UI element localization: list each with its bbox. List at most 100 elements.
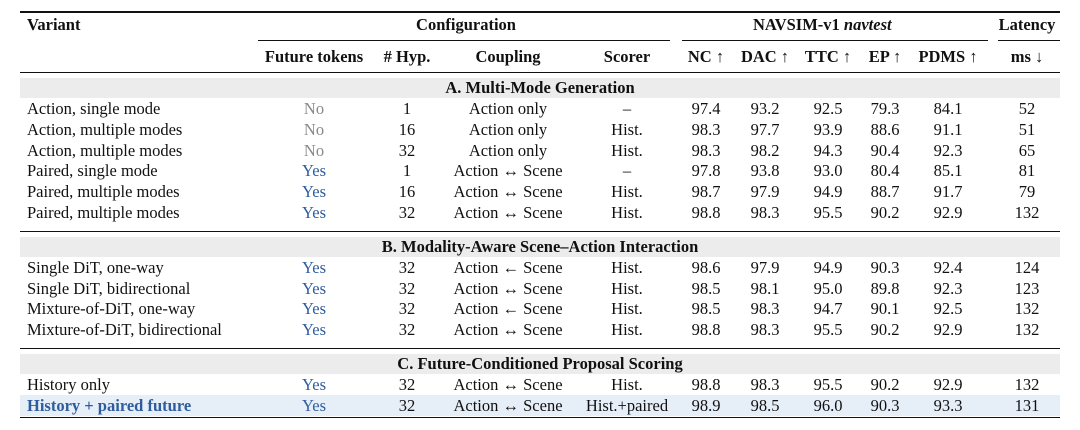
cell: Hist. xyxy=(611,140,643,160)
cell: Hist. xyxy=(611,257,643,277)
cell: Action ↔ Scene xyxy=(453,161,563,181)
cell: 93.2 xyxy=(750,98,780,118)
row-label: Action, multiple modes xyxy=(27,119,183,139)
col-header: DAC ↑ xyxy=(740,46,790,66)
cell: 79.3 xyxy=(870,98,900,118)
row-label: Action, multiple modes xyxy=(27,140,183,160)
cell: Yes xyxy=(301,202,327,222)
cell: 92.9 xyxy=(933,202,963,222)
row-label: Mixture-of-DiT, bidirectional xyxy=(27,319,222,339)
cell: 32 xyxy=(398,299,416,319)
cell: Action ↔ Scene xyxy=(453,395,563,415)
cell: Yes xyxy=(301,257,327,277)
cell: 16 xyxy=(398,119,416,139)
cell: 98.2 xyxy=(750,140,780,160)
cell: 92.9 xyxy=(933,319,963,339)
cell: 92.3 xyxy=(933,278,963,298)
section-rule xyxy=(20,348,1060,349)
cell: 98.3 xyxy=(750,299,780,319)
cell: 97.7 xyxy=(750,119,780,139)
cell: – xyxy=(622,161,632,181)
cell: 90.2 xyxy=(870,319,900,339)
group-rule xyxy=(998,40,1060,41)
cell: 96.0 xyxy=(813,395,843,415)
cell: No xyxy=(303,98,325,118)
cell: 95.0 xyxy=(813,278,843,298)
cell: 32 xyxy=(398,140,416,160)
row-label: Paired, multiple modes xyxy=(27,202,180,222)
cell: 98.7 xyxy=(691,181,721,201)
cell: 90.1 xyxy=(870,299,900,319)
group-rule xyxy=(682,40,988,41)
cell: 95.5 xyxy=(813,319,843,339)
cell: 98.6 xyxy=(691,257,721,277)
cell: 131 xyxy=(1014,395,1040,415)
cell: 51 xyxy=(1018,119,1036,139)
cell: 97.9 xyxy=(750,181,780,201)
section-title: C. Future-Conditioned Proposal Scoring xyxy=(397,353,683,373)
cell: 97.8 xyxy=(691,161,721,181)
cell: 32 xyxy=(398,395,416,415)
cell: 98.5 xyxy=(691,278,721,298)
cell: Hist. xyxy=(611,119,643,139)
cell: 98.5 xyxy=(691,299,721,319)
cell: Yes xyxy=(301,161,327,181)
cell: No xyxy=(303,140,325,160)
cell: 32 xyxy=(398,257,416,277)
cell: 95.5 xyxy=(813,374,843,394)
cell: Yes xyxy=(301,181,327,201)
cell: 52 xyxy=(1018,98,1036,118)
cell: 92.5 xyxy=(813,98,843,118)
cell: 98.3 xyxy=(750,202,780,222)
highlight-row xyxy=(20,394,1060,416)
cell: 32 xyxy=(398,278,416,298)
cell: 84.1 xyxy=(933,98,963,118)
cell: 93.0 xyxy=(813,161,843,181)
cell: 132 xyxy=(1014,299,1040,319)
header-rule xyxy=(20,72,1060,73)
cell: 93.9 xyxy=(813,119,843,139)
cell: 90.3 xyxy=(870,395,900,415)
row-label: History only xyxy=(27,374,110,394)
row-label: Action, single mode xyxy=(27,98,161,118)
cell: 98.8 xyxy=(691,202,721,222)
section-title: A. Multi-Mode Generation xyxy=(445,77,635,97)
cell: 32 xyxy=(398,374,416,394)
cell: 95.5 xyxy=(813,202,843,222)
cell: 132 xyxy=(1014,374,1040,394)
col-header: Variant xyxy=(27,14,81,34)
cell: 93.3 xyxy=(933,395,963,415)
cell: Yes xyxy=(301,278,327,298)
cell: Action only xyxy=(468,98,548,118)
cell: Hist. xyxy=(611,202,643,222)
col-header: Scorer xyxy=(603,46,651,66)
cell: Action only xyxy=(468,119,548,139)
section-rule xyxy=(20,230,1060,232)
cell: 92.4 xyxy=(933,257,963,277)
cell: Hist. xyxy=(611,299,643,319)
bottom-rule xyxy=(20,416,1060,419)
row-label: Mixture-of-DiT, one-way xyxy=(27,299,196,319)
cell: 97.4 xyxy=(691,98,721,118)
cell: Action ← Scene xyxy=(453,257,563,277)
section-band xyxy=(20,354,1060,374)
row-label: Paired, single mode xyxy=(27,161,158,181)
cell: 80.4 xyxy=(870,161,900,181)
cell: 98.9 xyxy=(691,395,721,415)
cell: Hist. xyxy=(611,278,643,298)
benchmark-split: navtest xyxy=(843,14,892,34)
cell: 132 xyxy=(1014,202,1040,222)
cell: 92.3 xyxy=(933,140,963,160)
cell: 90.2 xyxy=(870,374,900,394)
col-header: ms ↓ xyxy=(1010,46,1044,66)
col-group: NAVSIM-v1 navtest xyxy=(753,14,892,34)
cell: 32 xyxy=(398,202,416,222)
col-header: Future tokens xyxy=(264,46,364,66)
section-band xyxy=(20,236,1060,257)
cell: Action ↔ Scene xyxy=(453,278,563,298)
cell: Yes xyxy=(301,299,327,319)
cell: 94.9 xyxy=(813,181,843,201)
cell: 123 xyxy=(1014,278,1040,298)
cell: 98.5 xyxy=(750,395,780,415)
cell: Action only xyxy=(468,140,548,160)
